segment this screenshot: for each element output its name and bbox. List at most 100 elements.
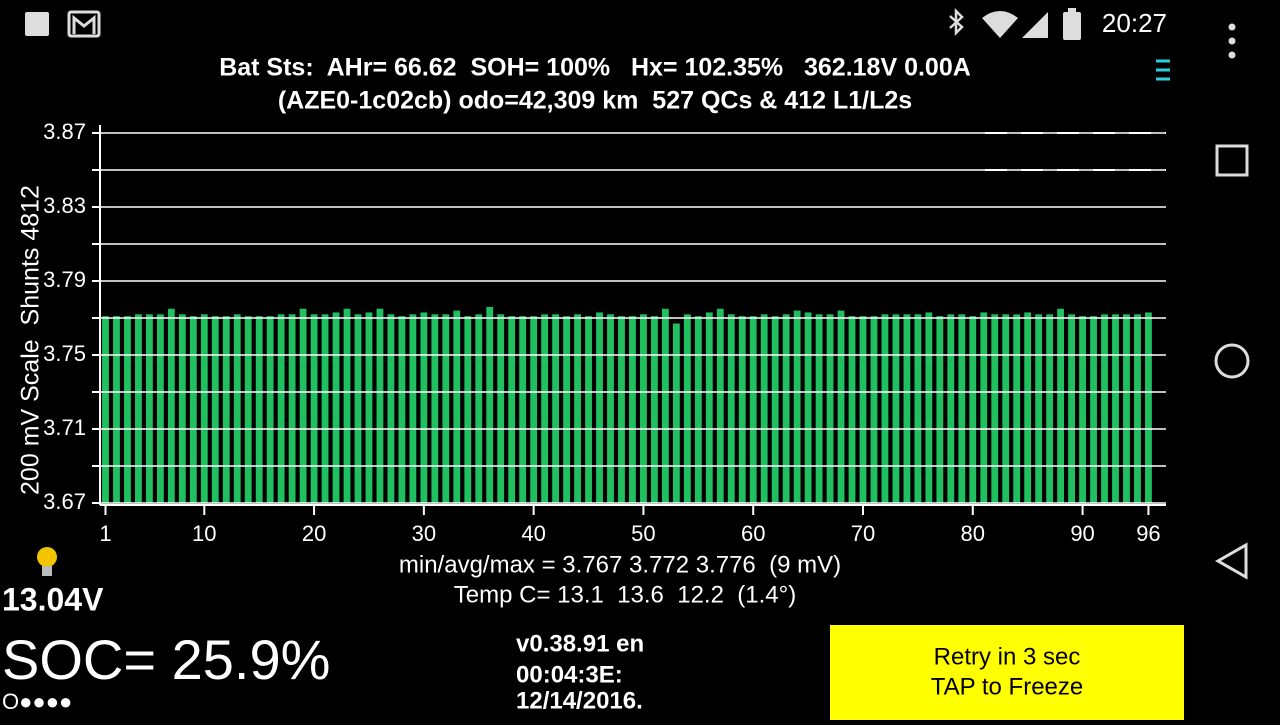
x-tick-label: 70: [851, 521, 875, 546]
bar: [135, 314, 142, 503]
bar: [683, 314, 691, 503]
bar: [541, 314, 549, 503]
bar: [167, 308, 175, 503]
bar: [848, 316, 856, 503]
bar: [1079, 316, 1086, 503]
bar: [749, 316, 757, 503]
back-button[interactable]: [1214, 542, 1248, 580]
bar: [969, 316, 977, 503]
bar: [222, 316, 230, 503]
bar: [991, 314, 999, 503]
bar: [124, 316, 131, 503]
bar: [892, 314, 900, 503]
app-menu-icon[interactable]: [1156, 59, 1170, 81]
bar: [442, 314, 450, 503]
bar: [552, 314, 560, 503]
bar: [870, 316, 878, 503]
bar: [1090, 316, 1097, 503]
y-tick-label: 3.67: [43, 489, 86, 514]
bar: [255, 316, 263, 503]
legend-dashes: [985, 132, 1166, 171]
bar: [343, 308, 351, 503]
y-axis-label: 200 mV Scale Shunts 4812: [17, 185, 45, 495]
bar: [113, 316, 120, 503]
bar: [727, 314, 735, 503]
bar: [156, 314, 164, 503]
bar: [1134, 314, 1141, 503]
temp-stats: Temp C= 13.1 13.6 12.2 (1.4°): [454, 581, 796, 608]
x-tick-label: 90: [1070, 521, 1094, 546]
cell-stats: min/avg/max = 3.767 3.772 3.776 (9 mV): [399, 551, 841, 578]
x-tick-label: 60: [741, 521, 765, 546]
bulb-icon: [37, 547, 57, 576]
bar: [321, 314, 329, 503]
bar: [574, 314, 581, 503]
button-text: TAP to Freeze: [931, 673, 1084, 700]
x-tick-label: 1: [99, 521, 111, 546]
header-line: (AZE0-1c02cb) odo=42,309 km 527 QCs & 41…: [278, 87, 912, 115]
header-line: Bat Sts: AHr= 66.62 SOH= 100% Hx= 102.35…: [219, 54, 971, 82]
overflow-menu[interactable]: [1228, 23, 1236, 59]
bar: [189, 316, 197, 503]
button-text: Retry in 3 sec: [934, 643, 1081, 670]
bar: [420, 312, 428, 503]
bar: [1024, 312, 1032, 503]
bar: [661, 308, 669, 503]
bar: [365, 312, 373, 503]
version: 12/14/2016.: [516, 687, 643, 714]
home-button[interactable]: [1214, 343, 1250, 379]
y-tick-label: 3.71: [43, 415, 86, 440]
bar: [782, 314, 790, 503]
bar: [1046, 314, 1054, 503]
bar: [145, 314, 153, 503]
bar: [1123, 314, 1130, 503]
wifi-icon: [982, 11, 1018, 38]
y-tick-label: 3.75: [43, 341, 86, 366]
bar: [716, 308, 724, 503]
x-tick-label: 80: [961, 521, 985, 546]
bar: [958, 314, 966, 503]
bar: [1002, 314, 1010, 503]
clock: 20:27: [1102, 8, 1167, 38]
bar: [607, 314, 614, 503]
bar: [409, 314, 417, 503]
soc: SOC= 25.9%: [2, 628, 330, 691]
freeze-button[interactable]: [830, 625, 1184, 720]
bar: [826, 314, 834, 503]
version: v0.38.91 en: [516, 630, 644, 657]
mail-icon: [67, 10, 101, 38]
bar: [244, 316, 252, 503]
chart: 3.67 3.71 3.75 3.79 3.83 3.87 1 10 20 30 40 50 60 70 8…: [43, 119, 1166, 546]
bar: [102, 316, 109, 503]
bar: [903, 314, 911, 503]
bar: [387, 314, 395, 503]
bar: [815, 314, 823, 503]
bar: [398, 316, 406, 503]
bar: [738, 316, 746, 503]
bar: [1068, 314, 1075, 503]
bar: [1035, 314, 1043, 503]
bar: [310, 314, 318, 503]
indicator: O●●●●: [2, 689, 72, 714]
bar: [914, 314, 922, 503]
recents-button[interactable]: [1215, 144, 1249, 177]
bar: [1101, 314, 1108, 503]
signal-icon: [1022, 12, 1048, 38]
x-tick-label: 50: [631, 521, 655, 546]
x-tick-label: 30: [412, 521, 436, 546]
bar: [486, 306, 494, 503]
bar: [530, 316, 538, 503]
bar: [705, 312, 713, 503]
bar: [288, 314, 296, 503]
battery-icon: [1063, 12, 1081, 40]
y-tick-label: 3.79: [43, 267, 86, 292]
bar: [519, 316, 527, 503]
bar: [277, 314, 285, 503]
bar: [585, 316, 592, 503]
bar: [640, 314, 647, 503]
x-tick-label: 96: [1136, 521, 1160, 546]
bar: [936, 316, 944, 503]
battery-tip: [1068, 8, 1076, 13]
bar: [947, 314, 955, 503]
